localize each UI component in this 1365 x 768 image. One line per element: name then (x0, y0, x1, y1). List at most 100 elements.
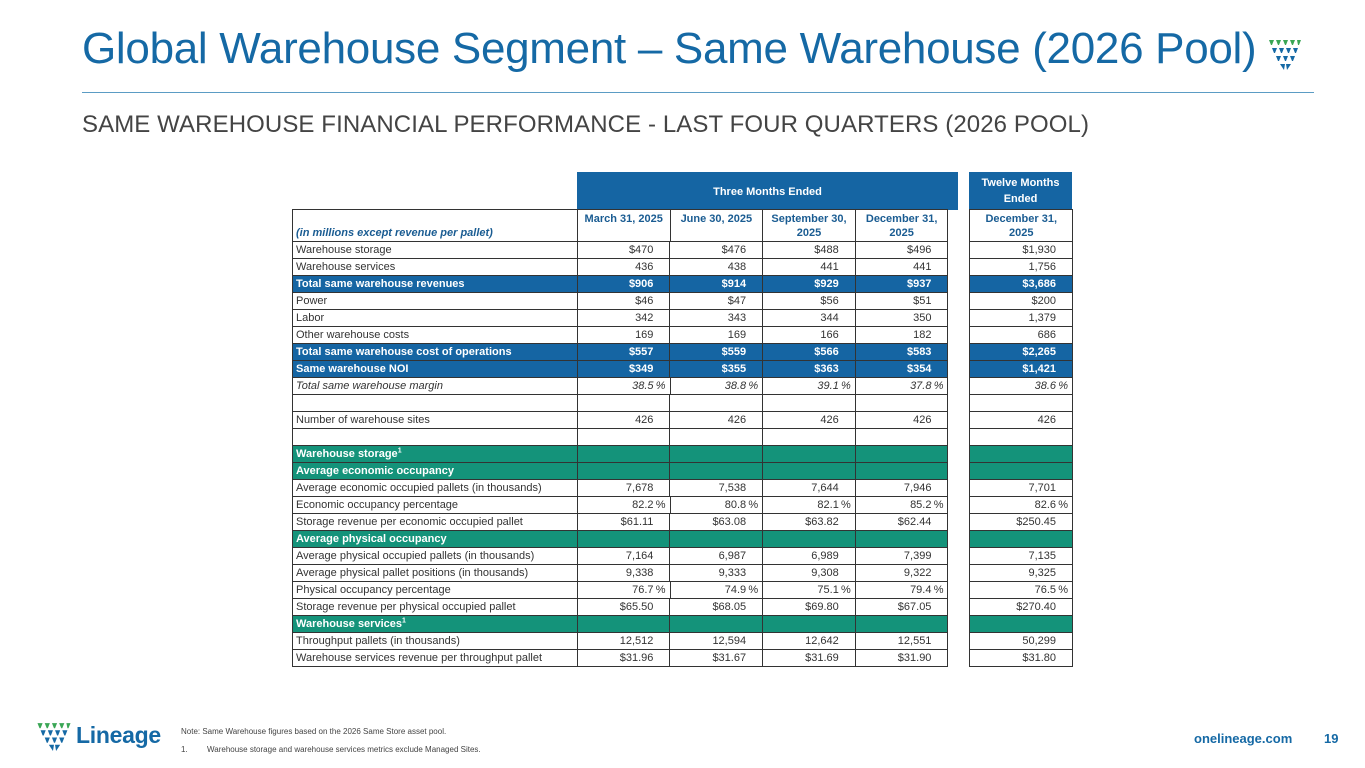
column-gap (947, 275, 970, 293)
column-gap (947, 564, 970, 582)
row-label-text: Average economic occupancy (296, 465, 454, 477)
column-header-q4: December 31, 2025 (854, 209, 949, 242)
table-row: Physical occupancy percentage 76.7% 74.9% 7… (292, 581, 1074, 599)
value-cell: $557 (576, 343, 671, 361)
value-cell: $63.82 (762, 513, 856, 531)
value-cell: 80.8% (669, 496, 764, 514)
column-gap (947, 530, 970, 548)
row-label-text: Warehouse services (296, 618, 402, 630)
value-cell: 7,644 (762, 479, 856, 497)
column-gap (947, 360, 970, 378)
three-months-header: Three Months Ended (577, 172, 958, 210)
value-cell (854, 615, 949, 633)
footer-url[interactable]: onelineage.com (1194, 731, 1293, 746)
row-label: Average economic occupied pallets (in th… (292, 479, 578, 497)
value-cell: 7,135 (969, 547, 1073, 565)
column-header-q2: June 30, 2025 (669, 209, 764, 242)
column-header-row: (in millions except revenue per pallet) … (292, 209, 1074, 242)
value-cell: 350 (854, 309, 949, 327)
financial-table: Three Months Ended Twelve Months Ended (… (292, 172, 1074, 667)
value-text: 79.4 (910, 584, 932, 596)
row-label: Same warehouse NOI (292, 360, 578, 378)
value-cell: $31.67 (669, 649, 764, 667)
table-row: Warehouse services revenue per throughpu… (292, 649, 1073, 667)
value-cell: $488 (762, 241, 856, 259)
row-label: Total same warehouse cost of operations (292, 343, 578, 361)
value-cell: 342 (576, 309, 671, 327)
row-label: Average physical pallet positions (in th… (292, 564, 578, 582)
value-cell (669, 428, 764, 446)
value-cell (969, 394, 1073, 412)
value-cell: 12,642 (762, 632, 856, 650)
row-label: Storage revenue per physical occupied pa… (292, 598, 578, 616)
value-cell: 50,299 (969, 632, 1073, 650)
value-cell: $61.11 (576, 513, 671, 531)
value-cell: $929 (762, 275, 856, 293)
value-cell (762, 462, 856, 480)
percent-sign: % (748, 499, 759, 511)
value-cell: 9,338 (576, 564, 671, 582)
table-row: Number of warehouse sites 426 426 426 426 426 (292, 411, 1073, 429)
value-cell (854, 462, 949, 480)
row-label-text: Total same warehouse revenues (296, 278, 465, 290)
value-cell (669, 445, 764, 463)
row-label: Physical occupancy percentage (292, 581, 578, 599)
header-gap (958, 172, 969, 210)
value-cell: 12,512 (576, 632, 671, 650)
value-cell: 75.1% (762, 581, 856, 599)
row-label: Number of warehouse sites (292, 411, 578, 429)
value-cell (854, 445, 949, 463)
value-text: 38.5 (632, 380, 654, 392)
row-label-text: Other warehouse costs (296, 329, 410, 341)
value-text: 76.5 (1034, 584, 1057, 596)
value-cell: $47 (669, 292, 764, 310)
table-row: Warehouse storage1 (292, 445, 1073, 463)
value-cell (669, 394, 764, 412)
footer-footnote: 1. Warehouse storage and warehouse servic… (181, 745, 481, 754)
value-cell (576, 530, 671, 548)
table-row: Total same warehouse cost of operations $… (292, 343, 1073, 361)
table-row: Storage revenue per physical occupied pa… (292, 598, 1073, 616)
value-cell (669, 615, 764, 633)
row-label: Labor (292, 309, 578, 327)
value-cell: 426 (669, 411, 764, 429)
row-label-text: Average physical occupied pallets (in th… (296, 550, 535, 562)
row-label: Warehouse services1 (292, 615, 578, 633)
table-row: Average physical occupied pallets (in th… (292, 547, 1073, 565)
table-row: Other warehouse costs 169 169 166 182 686 (292, 326, 1073, 344)
value-cell: 76.5% (969, 581, 1074, 599)
lineage-logo-icon (1269, 40, 1301, 70)
value-cell: $355 (669, 360, 764, 378)
value-cell: 7,946 (854, 479, 949, 497)
value-cell: 343 (669, 309, 764, 327)
table-row: Total same warehouse margin 38.5% 38.8% 39.… (292, 377, 1074, 395)
column-gap (947, 241, 970, 259)
column-gap (947, 615, 970, 633)
value-cell: $51 (854, 292, 949, 310)
percent-sign: % (1058, 584, 1069, 596)
row-label-text: Average physical occupancy (296, 533, 447, 545)
value-cell: $31.69 (762, 649, 856, 667)
value-cell: $56 (762, 292, 856, 310)
value-cell (669, 530, 764, 548)
row-label: Warehouse storage (292, 241, 578, 259)
percent-sign: % (841, 499, 851, 511)
table-row: Average physical pallet positions (in th… (292, 564, 1073, 582)
value-cell: 426 (762, 411, 856, 429)
value-cell (762, 445, 856, 463)
value-cell: 9,325 (969, 564, 1073, 582)
column-gap (947, 209, 970, 242)
column-gap (947, 581, 970, 599)
value-cell: $1,421 (969, 360, 1073, 378)
value-cell: 7,164 (576, 547, 671, 565)
value-cell: 12,551 (854, 632, 949, 650)
value-cell (969, 615, 1073, 633)
row-label-text: Storage revenue per economic occupied pa… (296, 516, 523, 528)
row-label: Throughput pallets (in thousands) (292, 632, 578, 650)
value-text: 80.8 (724, 499, 747, 511)
value-cell: 7,678 (576, 479, 671, 497)
value-cell: 82.1% (762, 496, 856, 514)
value-cell: 686 (969, 326, 1073, 344)
value-cell: 74.9% (669, 581, 764, 599)
footer-brand: Lineage (76, 722, 161, 748)
